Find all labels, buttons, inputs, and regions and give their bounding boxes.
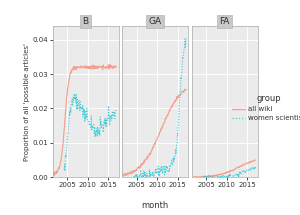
Text: month: month [142, 201, 169, 210]
Y-axis label: Proportion of all 'possible articles': Proportion of all 'possible articles' [24, 43, 30, 161]
Title: FA: FA [219, 17, 230, 26]
Legend: all wiki, women scientist: all wiki, women scientist [232, 94, 300, 121]
Title: GA: GA [148, 17, 162, 26]
Title: B: B [82, 17, 88, 26]
